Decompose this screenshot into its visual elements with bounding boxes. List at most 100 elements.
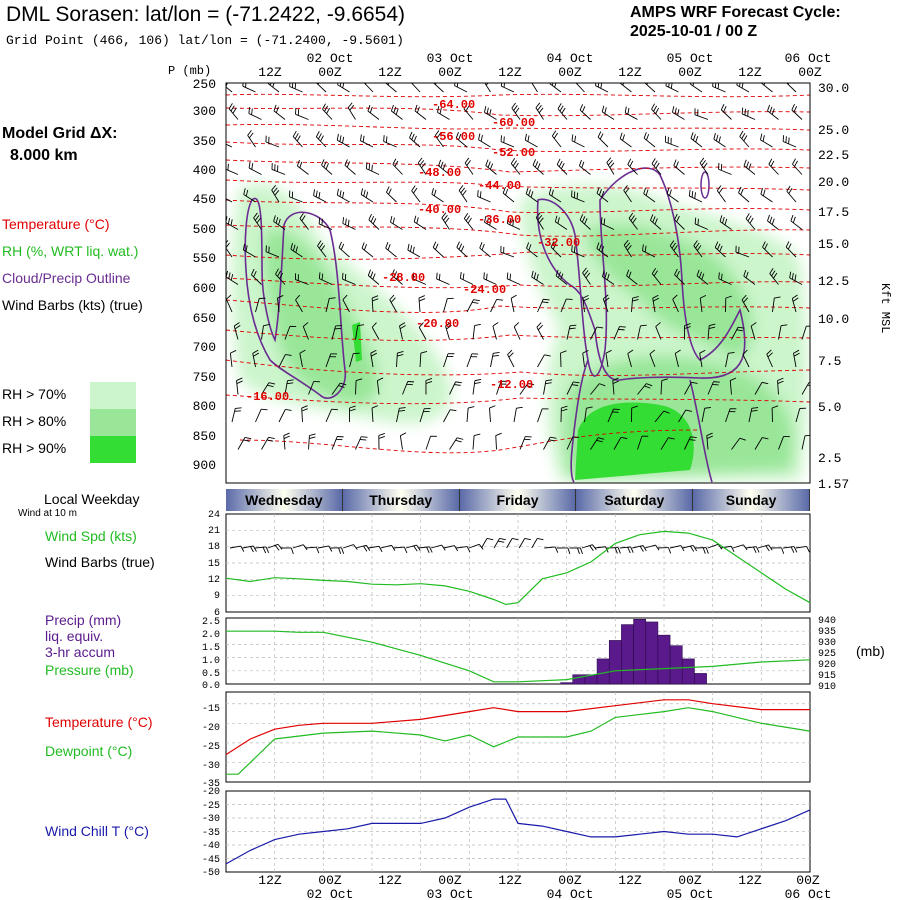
wind-barb <box>493 538 500 549</box>
wind-barb-flag <box>804 434 810 437</box>
wind-barb-flag <box>235 407 242 409</box>
wind-barb <box>301 407 303 423</box>
wind-barb-flag <box>385 136 388 143</box>
wind-barb <box>385 247 397 258</box>
wind-barb-flag <box>315 190 318 198</box>
wind-barb-flag <box>742 349 748 355</box>
wind-barb-flag <box>560 162 565 170</box>
wind-barb <box>643 193 656 203</box>
wind-barb <box>790 220 803 230</box>
wind-barb-flag <box>790 214 794 222</box>
wind-barb <box>460 277 474 285</box>
wind-barb-flag <box>777 377 784 381</box>
wind-barb <box>502 192 515 203</box>
wind-barb-flag <box>467 217 472 224</box>
wind-barb <box>678 409 687 423</box>
wind-barb-flag <box>473 299 480 302</box>
wind-barb-flag <box>583 270 589 276</box>
wind-barb <box>466 299 474 313</box>
p-tick-750: 750 <box>193 370 216 385</box>
wind-barb-flag <box>627 349 634 354</box>
wind-barb <box>535 217 544 230</box>
wind-barb-flag <box>513 105 518 111</box>
wind-barb <box>699 298 703 313</box>
wind-barb-flag <box>527 135 530 142</box>
wind-barb-flag <box>666 187 670 194</box>
wind-barb-flag <box>489 219 492 226</box>
wind-barb <box>226 86 233 93</box>
temp-label-28: -28.00 <box>382 271 425 285</box>
wind-barb <box>229 353 233 368</box>
wind-barb-flag <box>286 382 294 385</box>
wind-barb-flag <box>254 215 260 221</box>
wind-barb <box>500 141 515 148</box>
wind-barb-flag <box>561 107 566 114</box>
wind-barb-flag <box>227 163 229 171</box>
wind-barb-flag <box>230 274 234 281</box>
wind-barb-flag <box>301 405 308 409</box>
wind-barb-flag <box>340 243 345 250</box>
wind-barb <box>590 326 598 340</box>
wind-barb-flag <box>302 544 308 551</box>
wind-barb <box>531 83 538 93</box>
wind-barb-flag <box>684 326 691 329</box>
wind-barb <box>596 192 609 203</box>
wind-barb-flag <box>468 406 475 409</box>
wind-barb <box>337 194 350 203</box>
wind-barb <box>322 108 333 120</box>
wind-barb-flag <box>762 241 766 248</box>
wind-barb <box>597 136 609 148</box>
bottom-hour-4: 12Z <box>498 873 522 888</box>
wind-barb-flag <box>283 435 291 439</box>
wind-barb-flag <box>285 354 292 356</box>
wind-barb <box>510 298 515 313</box>
wind-barb-flag <box>788 188 793 194</box>
wind-barb-flag <box>717 243 721 250</box>
wind-barb-flag <box>572 436 580 438</box>
wind-barb-flag <box>285 409 292 411</box>
wind-barb <box>463 218 474 230</box>
wind-barb-flag <box>668 83 670 88</box>
cloud-outline-east-right <box>689 379 713 483</box>
wind-barb-flag <box>560 350 567 354</box>
wind-barb-flag <box>765 545 770 552</box>
wind-barb-flag <box>345 218 347 225</box>
precip-ytick-0.5: 0.5 <box>202 669 220 680</box>
wind-barb-flag <box>443 215 448 221</box>
wind-barb-flag <box>419 298 426 302</box>
wind-barb-flag <box>323 161 327 168</box>
wind-barb <box>411 190 421 203</box>
wind-barb-flag <box>243 439 250 442</box>
wind-barb <box>660 380 663 395</box>
wind-barb <box>483 278 497 285</box>
wind-barb <box>495 435 497 450</box>
wind-barb <box>712 86 726 93</box>
wind-barb <box>652 298 656 313</box>
wind-barb-flag <box>234 324 241 330</box>
wind-barb-flag <box>724 218 728 226</box>
wind-barb-flag <box>510 157 516 164</box>
bottom-hour-9: 00Z <box>796 873 820 888</box>
wind-barb-flag <box>228 272 231 279</box>
wind-barb-flag <box>511 538 519 541</box>
wind-barb-flag <box>571 134 574 141</box>
wind-barb-flag <box>302 322 309 327</box>
wind-barb <box>283 435 286 450</box>
wind-barb-flag <box>410 245 413 252</box>
wind-barb-flag <box>458 243 463 250</box>
wind-barb-flag <box>403 546 408 554</box>
wind-barb-flag <box>458 185 464 191</box>
wind-barb-flag <box>655 162 660 169</box>
wind-barb <box>431 544 442 549</box>
wind-barb-flag <box>598 189 602 196</box>
wind-barb-flag <box>361 436 368 438</box>
wind-barb-flag <box>537 163 541 170</box>
wind-barb-flag <box>416 106 420 113</box>
wind-barb-flag <box>770 160 775 167</box>
wind-barb-flag <box>506 272 509 279</box>
p-tick-300: 300 <box>193 104 216 119</box>
wind-barb-flag <box>725 295 732 299</box>
kft-tick-20: 20.0 <box>818 175 849 190</box>
wind-barb <box>694 223 709 230</box>
day-friday: Friday <box>459 489 577 511</box>
